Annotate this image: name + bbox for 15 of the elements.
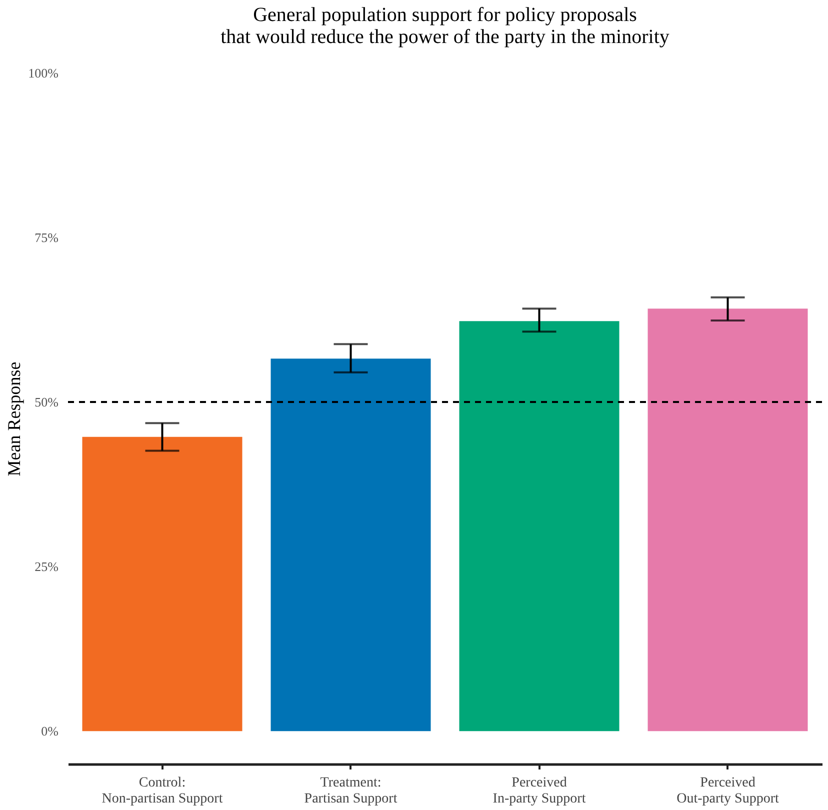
- bar: [82, 436, 242, 732]
- y-tick-label: 25%: [34, 559, 59, 574]
- bar: [648, 308, 808, 732]
- y-tick-label: 50%: [34, 394, 59, 410]
- y-tick-label: 0%: [41, 724, 59, 739]
- x-tick-label: Treatment: Partisan Support: [304, 776, 398, 806]
- y-tick-label: 100%: [28, 66, 59, 80]
- y-tick-label: 75%: [34, 230, 59, 246]
- bar: [270, 358, 431, 732]
- bar: [459, 321, 620, 732]
- x-tick-label: Perceived In-party Support: [492, 776, 586, 806]
- chart-title: General population support for policy proposals that would reduce the power of the party in the minority: [220, 4, 670, 48]
- y-axis-title: Mean Response: [4, 362, 24, 476]
- x-tick-label: Perceived Out-party Support: [676, 776, 779, 806]
- x-tick-label: Control: Non-partisan Support: [102, 776, 223, 806]
